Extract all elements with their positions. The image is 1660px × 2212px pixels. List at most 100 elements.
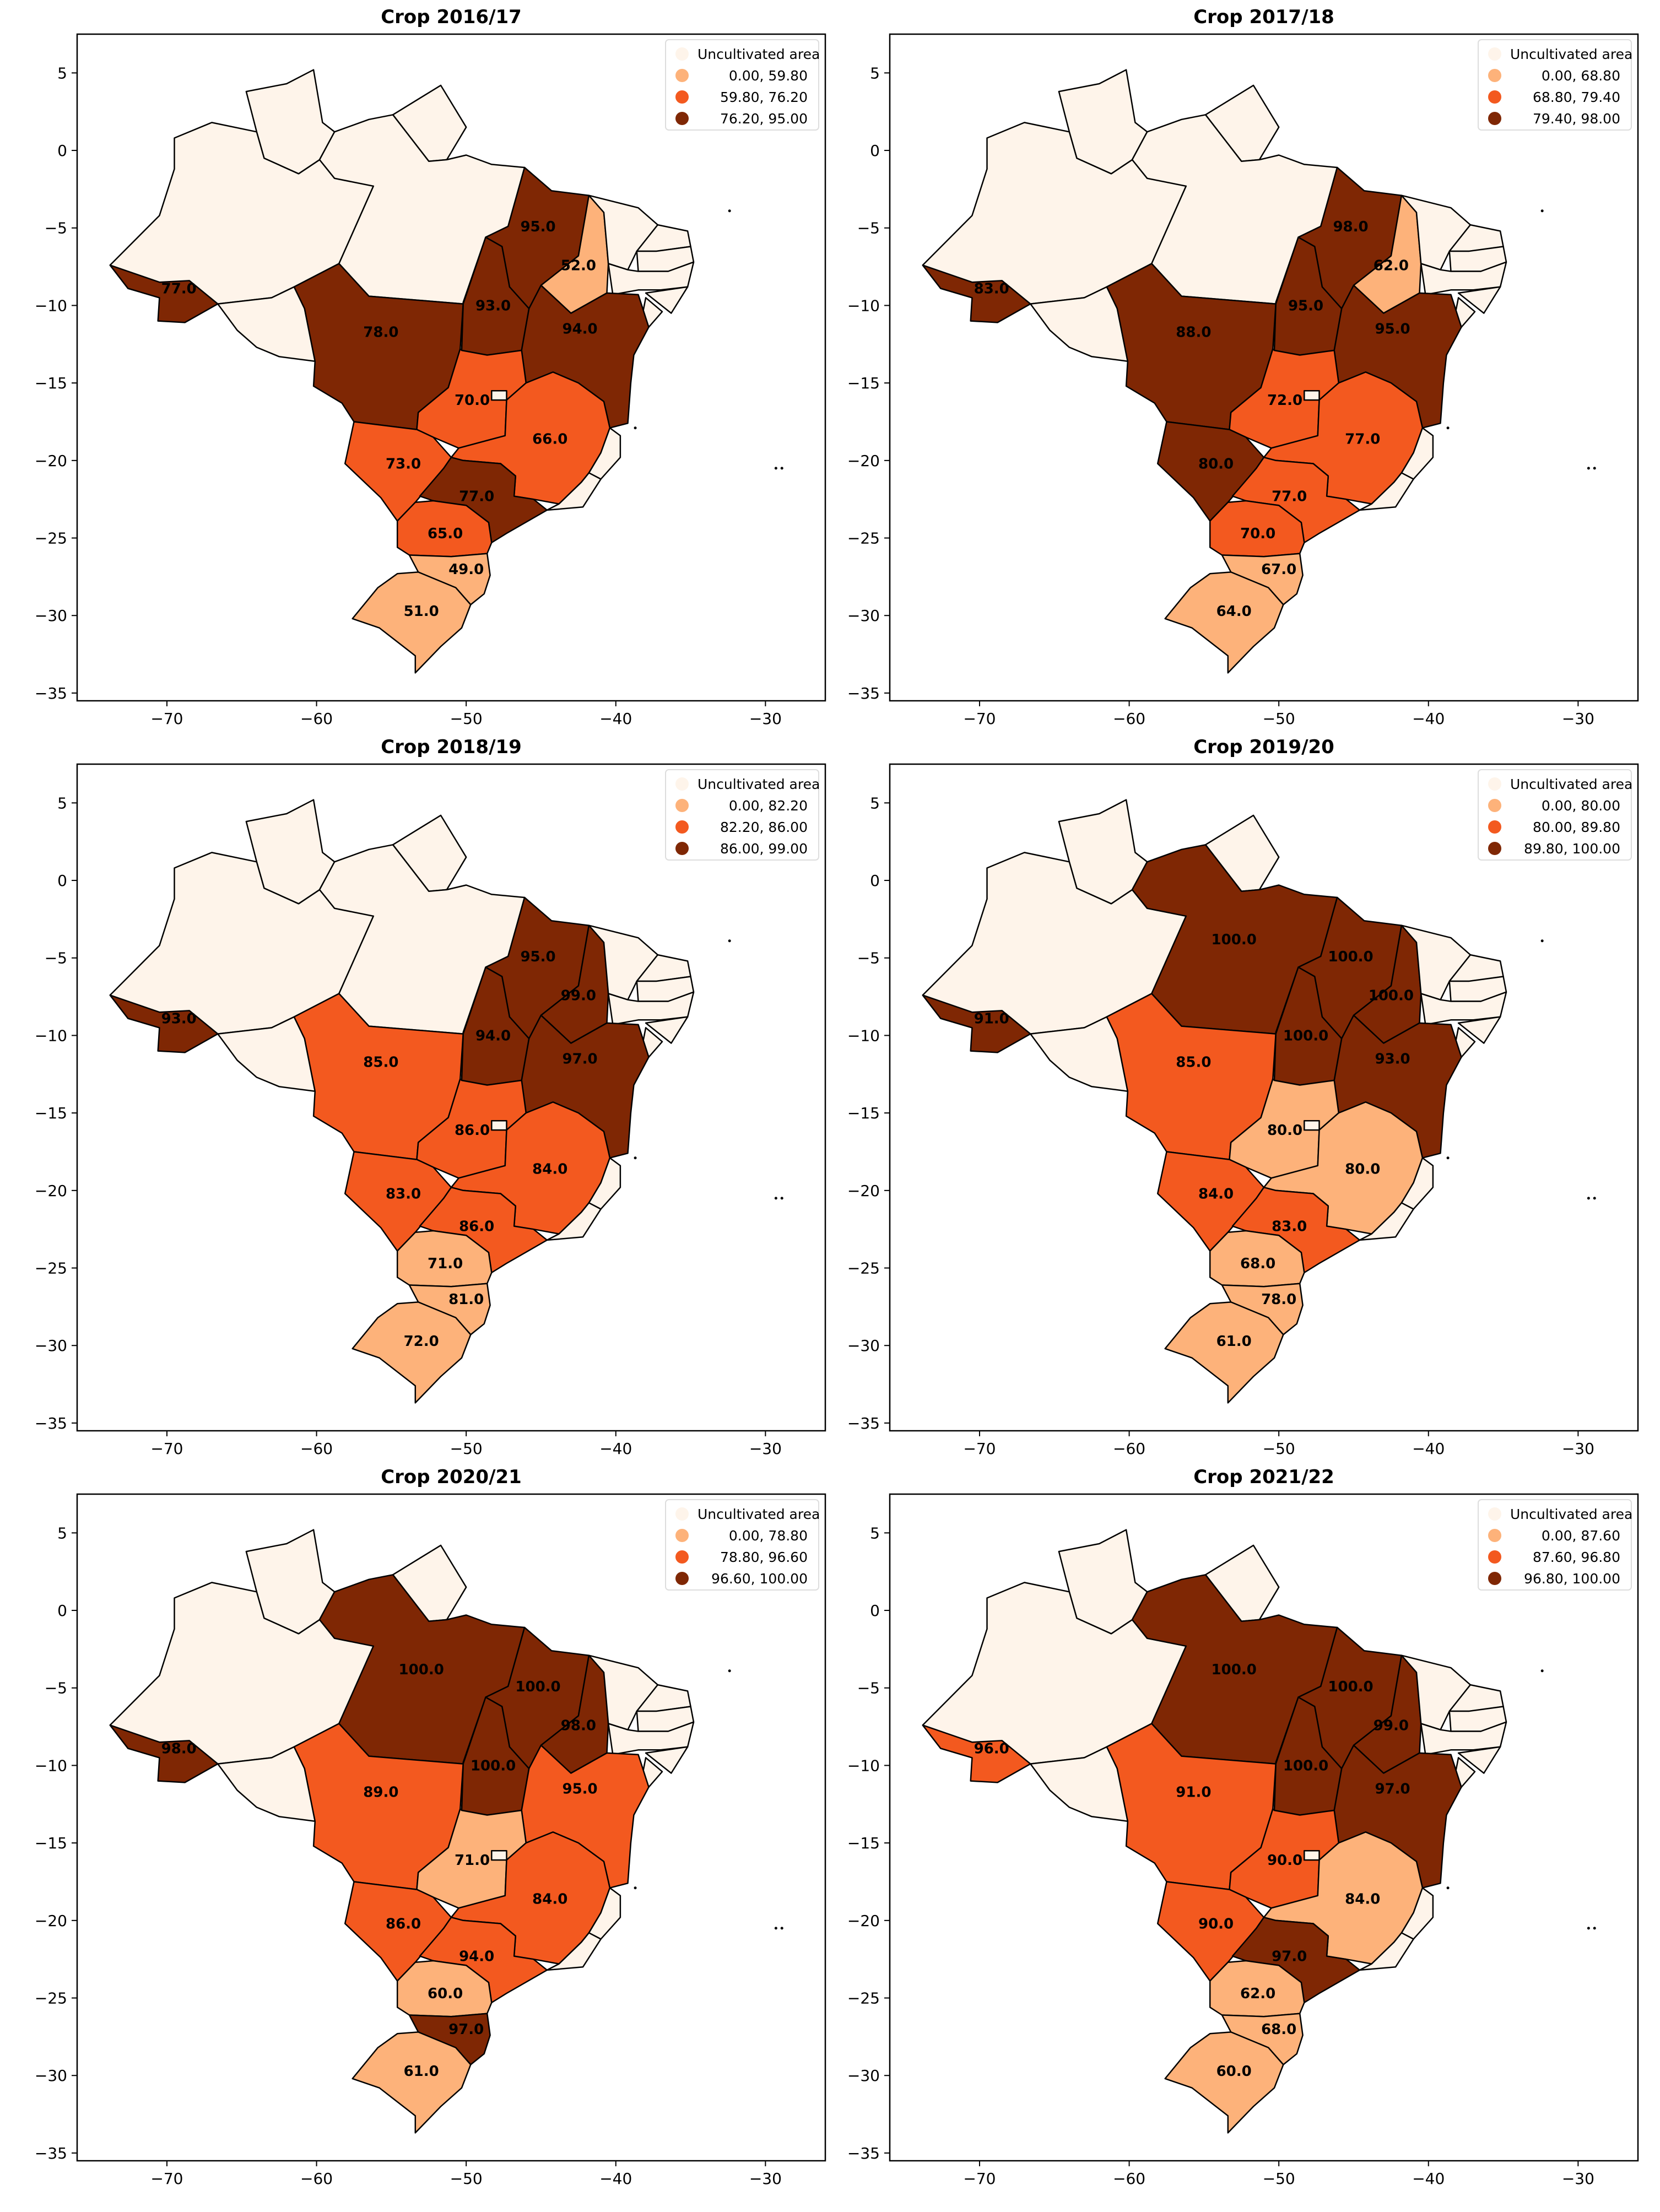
x-tick-label: −60 [300, 710, 333, 728]
island-marker [1540, 1669, 1544, 1673]
region-al [645, 1746, 689, 1774]
value-label-ac: 98.0 [161, 1740, 197, 1757]
legend-swatch [675, 47, 689, 61]
region-ce [588, 924, 659, 1000]
y-tick-label: −20 [35, 1912, 67, 1930]
x-tick-label: −70 [150, 710, 183, 728]
legend-label: Uncultivated area [697, 1506, 820, 1522]
y-tick-label: −10 [847, 296, 880, 315]
value-label-sp: 83.0 [1272, 1219, 1307, 1235]
region-ce [588, 1654, 659, 1730]
value-label-ma: 100.0 [1328, 949, 1373, 965]
region-al [1457, 1746, 1501, 1774]
x-tick-label: −50 [1263, 2170, 1295, 2188]
island-marker [1540, 209, 1544, 213]
map-regions [922, 1529, 1507, 2134]
map-regions [922, 799, 1507, 1404]
map-panel-2021-22: Crop 2021/22 96.0 91.0 100.0 100.0 99.0 97.0 90… [813, 1460, 1642, 2197]
value-label-pa: 100.0 [1212, 1662, 1257, 1678]
region-rj [1359, 1932, 1414, 1971]
value-label-sc: 81.0 [448, 1291, 484, 1308]
value-label-ma: 95.0 [520, 949, 555, 965]
legend: Uncultivated area 0.00, 82.20 82.20, 86.00… [665, 769, 820, 861]
map-regions [922, 69, 1507, 674]
value-label-sc: 49.0 [448, 561, 484, 578]
legend-label: Uncultivated area [1510, 1506, 1632, 1522]
island-marker [728, 1669, 731, 1673]
island-marker [1587, 467, 1590, 470]
x-tick-label: −30 [1562, 2170, 1594, 2188]
value-label-sc: 67.0 [1261, 561, 1296, 578]
legend-swatch [1488, 777, 1501, 791]
value-label-ms: 84.0 [1198, 1186, 1234, 1202]
region-sp [419, 456, 548, 544]
legend-swatch [675, 1507, 689, 1521]
map-svg: Crop 2021/22 96.0 91.0 100.0 100.0 99.0 97.0 90… [847, 1466, 1639, 2188]
legend-swatch [1488, 90, 1501, 104]
legend-swatch [1488, 1550, 1501, 1564]
legend-label: 78.80, 96.60 [720, 1549, 808, 1565]
x-tick-label: −70 [963, 1440, 996, 1458]
legend-box [665, 769, 819, 861]
region-rj [546, 1202, 602, 1241]
value-label-mt: 85.0 [363, 1054, 398, 1070]
region-pe [1420, 261, 1507, 295]
value-label-mg: 84.0 [532, 1161, 567, 1177]
value-label-mg: 66.0 [532, 431, 567, 447]
legend-swatch [675, 842, 689, 855]
island-marker [780, 467, 783, 470]
value-label-pr: 70.0 [1240, 526, 1275, 542]
value-label-pr: 60.0 [428, 1986, 463, 2002]
map-panel-2016-17: Crop 2016/17 77.0 78.0 93.0 95.0 52.0 94.0 70.0… [0, 0, 830, 737]
region-df [1304, 390, 1320, 401]
region-ac [109, 1724, 219, 1783]
legend-label: 76.20, 95.00 [720, 111, 808, 127]
region-ac [109, 994, 219, 1053]
y-tick-label: −30 [847, 607, 880, 625]
legend-label: 86.00, 99.00 [720, 841, 808, 857]
y-tick-label: −25 [35, 1259, 67, 1278]
island-marker [728, 939, 731, 943]
legend-swatch [675, 69, 689, 82]
value-label-ba: 97.0 [562, 1051, 597, 1068]
legend-label: 59.80, 76.20 [720, 89, 808, 105]
y-tick-label: −25 [847, 529, 880, 548]
value-label-sc: 97.0 [448, 2021, 484, 2038]
value-label-go: 70.0 [455, 392, 490, 409]
value-label-mg: 84.0 [1345, 1891, 1380, 1907]
value-label-rs: 61.0 [404, 2063, 439, 2080]
region-rs [352, 2031, 472, 2134]
y-tick-label: −25 [847, 1259, 880, 1278]
legend: Uncultivated area 0.00, 87.60 87.60, 96.80… [1478, 1499, 1632, 1591]
region-ac [922, 264, 1031, 323]
region-sp [1231, 1916, 1361, 2004]
value-label-mt: 89.0 [363, 1784, 398, 1800]
y-tick-label: −35 [35, 1414, 67, 1432]
legend-label: 82.20, 86.00 [720, 819, 808, 835]
value-label-to: 100.0 [1283, 1757, 1328, 1774]
y-tick-label: 5 [57, 64, 67, 82]
region-al [1457, 1016, 1501, 1044]
legend-box [1478, 1499, 1632, 1591]
y-tick-label: 0 [57, 142, 67, 160]
y-tick-label: −15 [847, 1104, 880, 1122]
y-tick-label: −5 [857, 949, 880, 967]
y-tick-label: −30 [35, 1337, 67, 1355]
island-marker [634, 1156, 637, 1160]
x-tick-label: −40 [1412, 2170, 1445, 2188]
x-tick-label: −50 [1263, 710, 1295, 728]
island-marker [634, 1886, 637, 1890]
legend-swatch [675, 90, 689, 104]
legend-swatch [675, 112, 689, 125]
value-label-to: 100.0 [1283, 1027, 1328, 1044]
axes-frame [889, 33, 1639, 702]
x-tick-label: −30 [749, 2170, 782, 2188]
value-label-ms: 73.0 [386, 456, 421, 472]
x-tick-label: −60 [300, 2170, 333, 2188]
y-tick-label: −35 [847, 1414, 880, 1432]
map-regions [109, 69, 695, 674]
y-tick-label: −20 [847, 1182, 880, 1200]
value-label-sp: 86.0 [459, 1219, 494, 1235]
y-tick-label: 0 [870, 872, 880, 890]
value-label-to: 100.0 [471, 1757, 516, 1774]
